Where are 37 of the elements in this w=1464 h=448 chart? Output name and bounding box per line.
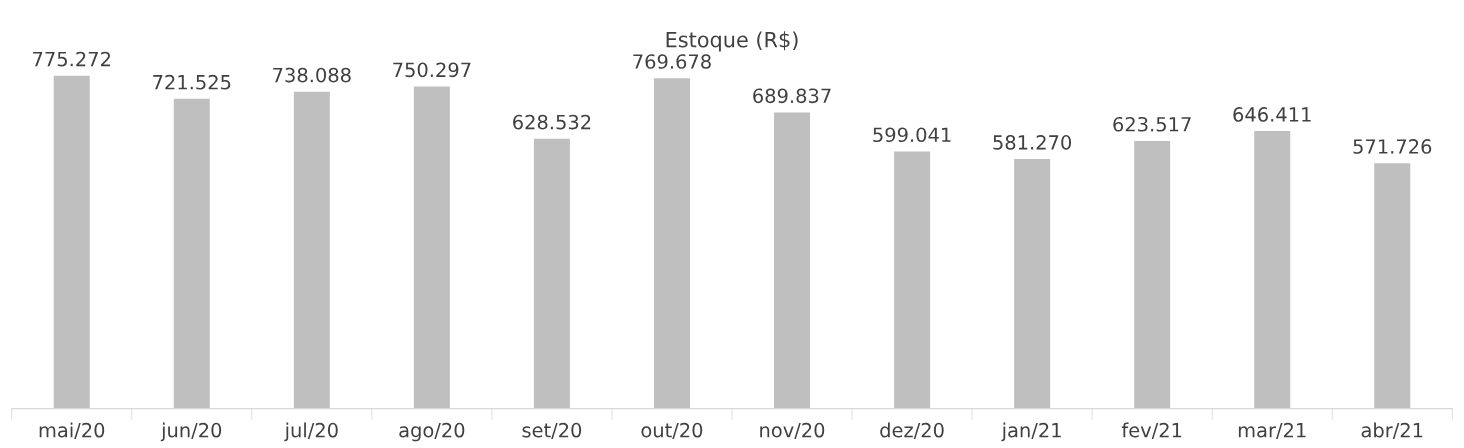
x-tick-label: jun/20 [160,422,222,442]
data-label: 646.411 [1233,107,1311,122]
data-label: 571.726 [1353,139,1432,154]
data-label: 689.837 [753,88,831,104]
x-tick-label: mar/21 [1238,422,1306,440]
bar [413,86,450,409]
data-label: 750.297 [393,62,471,78]
bar [774,112,811,409]
x-tick-label: nov/20 [760,422,825,440]
x-tick-label: abr/21 [1361,422,1423,440]
bar [1254,131,1291,409]
bar [533,138,570,409]
bar [1134,140,1171,409]
data-label: 769.678 [633,54,711,69]
x-tick-label: mai/20 [39,422,105,440]
x-tick-label: out/20 [641,422,703,440]
x-tick-label: jan/21 [1001,422,1061,442]
data-label: 721.525 [153,74,231,90]
data-label: 623.517 [1113,116,1191,132]
x-tick-label: set/20 [522,422,582,440]
bar [173,98,210,409]
bar [53,75,90,409]
chart-title: Estoque (R$) [666,31,798,52]
data-label: 738.088 [273,67,351,83]
data-label: 599.041 [873,127,951,143]
bar [1014,159,1051,409]
bar [653,78,690,409]
bar [894,151,931,409]
x-tick-label: ago/20 [399,422,465,442]
bar [1374,163,1411,409]
bar [293,91,330,409]
x-tick-label: jul/20 [284,422,338,442]
x-tick-label: fev/21 [1121,422,1182,440]
data-label: 628.532 [513,114,591,130]
data-label: 775.272 [33,51,110,67]
x-tick-label: dez/20 [880,422,944,440]
data-label: 581.270 [993,135,1072,150]
